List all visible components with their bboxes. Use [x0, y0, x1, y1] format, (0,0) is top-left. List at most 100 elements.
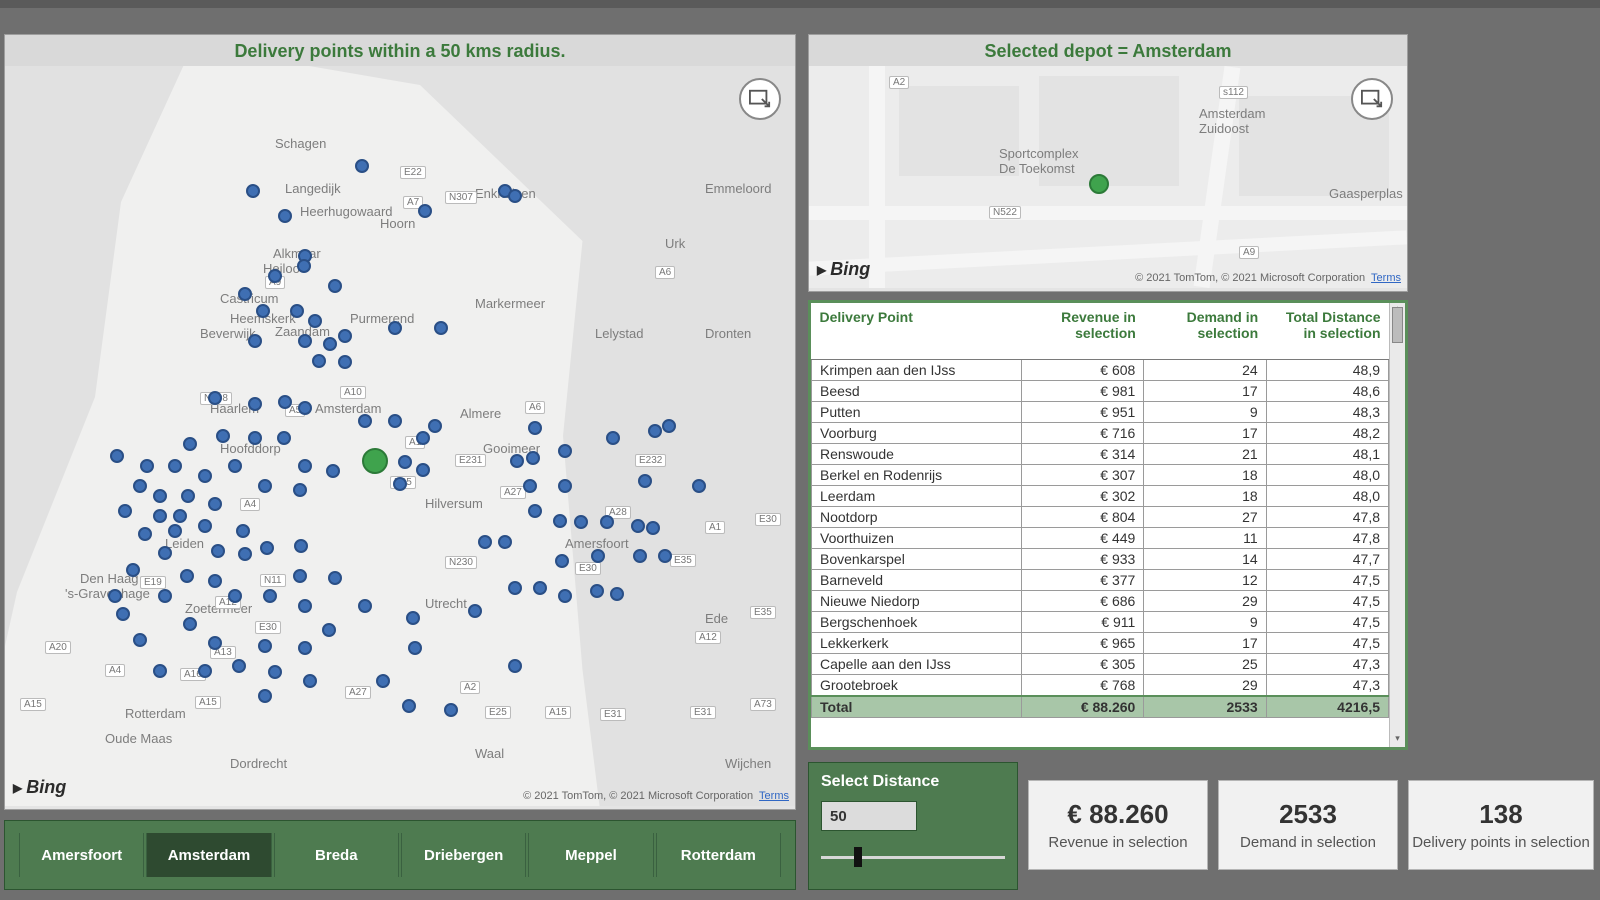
delivery-point-icon[interactable]	[140, 459, 154, 473]
delivery-point-icon[interactable]	[180, 569, 194, 583]
delivery-point-icon[interactable]	[402, 699, 416, 713]
delivery-point-icon[interactable]	[298, 459, 312, 473]
delivery-point-icon[interactable]	[263, 589, 277, 603]
delivery-point-icon[interactable]	[658, 549, 672, 563]
table-row[interactable]: Barneveld€ 3771247,5	[812, 570, 1389, 591]
delivery-point-icon[interactable]	[248, 334, 262, 348]
delivery-point-icon[interactable]	[328, 571, 342, 585]
delivery-point-icon[interactable]	[510, 454, 524, 468]
table-row[interactable]: Renswoude€ 3142148,1	[812, 444, 1389, 465]
table-row[interactable]: Berkel en Rodenrijs€ 3071848,0	[812, 465, 1389, 486]
delivery-point-icon[interactable]	[118, 504, 132, 518]
delivery-point-icon[interactable]	[298, 641, 312, 655]
delivery-point-icon[interactable]	[322, 623, 336, 637]
small-map[interactable]: Bing © 2021 TomTom, © 2021 Microsoft Cor…	[809, 66, 1407, 288]
delivery-point-icon[interactable]	[126, 563, 140, 577]
delivery-point-icon[interactable]	[358, 599, 372, 613]
delivery-point-icon[interactable]	[633, 549, 647, 563]
delivery-point-icon[interactable]	[558, 589, 572, 603]
table-row[interactable]: Nootdorp€ 8042747,8	[812, 507, 1389, 528]
delivery-point-icon[interactable]	[158, 589, 172, 603]
delivery-point-icon[interactable]	[523, 479, 537, 493]
delivery-point-icon[interactable]	[498, 535, 512, 549]
delivery-point-icon[interactable]	[648, 424, 662, 438]
delivery-point-icon[interactable]	[528, 421, 542, 435]
delivery-point-icon[interactable]	[508, 659, 522, 673]
delivery-point-icon[interactable]	[416, 431, 430, 445]
delivery-point-icon[interactable]	[198, 664, 212, 678]
delivery-point-icon[interactable]	[355, 159, 369, 173]
delivery-point-icon[interactable]	[591, 549, 605, 563]
delivery-point-icon[interactable]	[323, 337, 337, 351]
table-row[interactable]: Putten€ 951948,3	[812, 402, 1389, 423]
delivery-point-icon[interactable]	[236, 524, 250, 538]
table-header[interactable]: Total Distance in selection	[1266, 303, 1388, 360]
focus-mode-icon[interactable]	[739, 78, 781, 120]
delivery-point-icon[interactable]	[298, 401, 312, 415]
delivery-point-icon[interactable]	[528, 504, 542, 518]
delivery-point-icon[interactable]	[294, 539, 308, 553]
delivery-point-icon[interactable]	[338, 355, 352, 369]
delivery-point-icon[interactable]	[590, 584, 604, 598]
delivery-table[interactable]: Delivery PointRevenue in selectionDemand…	[811, 303, 1389, 718]
delivery-point-icon[interactable]	[574, 515, 588, 529]
delivery-point-icon[interactable]	[153, 489, 167, 503]
delivery-point-icon[interactable]	[256, 304, 270, 318]
delivery-point-icon[interactable]	[208, 636, 222, 650]
delivery-point-icon[interactable]	[308, 314, 322, 328]
depot-tab-amsterdam[interactable]: Amsterdam	[146, 833, 271, 877]
table-header[interactable]: Revenue in selection	[1022, 303, 1144, 360]
delivery-point-icon[interactable]	[326, 464, 340, 478]
delivery-point-icon[interactable]	[418, 204, 432, 218]
delivery-point-icon[interactable]	[268, 269, 282, 283]
delivery-point-icon[interactable]	[293, 483, 307, 497]
delivery-point-icon[interactable]	[228, 459, 242, 473]
delivery-point-icon[interactable]	[108, 589, 122, 603]
depot-tab-amersfoort[interactable]: Amersfoort	[19, 833, 144, 877]
delivery-point-icon[interactable]	[278, 209, 292, 223]
delivery-point-icon[interactable]	[238, 547, 252, 561]
delivery-point-icon[interactable]	[610, 587, 624, 601]
table-header[interactable]: Delivery Point	[812, 303, 1022, 360]
depot-tab-meppel[interactable]: Meppel	[528, 833, 653, 877]
delivery-point-icon[interactable]	[238, 287, 252, 301]
delivery-point-icon[interactable]	[408, 641, 422, 655]
delivery-point-icon[interactable]	[278, 395, 292, 409]
delivery-point-icon[interactable]	[198, 469, 212, 483]
delivery-point-icon[interactable]	[358, 414, 372, 428]
delivery-point-icon[interactable]	[208, 497, 222, 511]
delivery-point-icon[interactable]	[290, 304, 304, 318]
delivery-point-icon[interactable]	[248, 431, 262, 445]
table-scrollbar[interactable]: ▴ ▾	[1389, 303, 1405, 747]
delivery-point-icon[interactable]	[116, 607, 130, 621]
delivery-point-icon[interactable]	[303, 674, 317, 688]
delivery-point-icon[interactable]	[478, 535, 492, 549]
delivery-point-icon[interactable]	[692, 479, 706, 493]
delivery-point-icon[interactable]	[533, 581, 547, 595]
delivery-point-icon[interactable]	[526, 451, 540, 465]
delivery-point-icon[interactable]	[198, 519, 212, 533]
delivery-point-icon[interactable]	[393, 477, 407, 491]
delivery-point-icon[interactable]	[434, 321, 448, 335]
delivery-point-icon[interactable]	[183, 617, 197, 631]
delivery-point-icon[interactable]	[508, 581, 522, 595]
delivery-point-icon[interactable]	[553, 514, 567, 528]
delivery-point-icon[interactable]	[260, 541, 274, 555]
delivery-point-icon[interactable]	[631, 519, 645, 533]
depot-tab-rotterdam[interactable]: Rotterdam	[656, 833, 781, 877]
delivery-point-icon[interactable]	[232, 659, 246, 673]
delivery-point-icon[interactable]	[258, 689, 272, 703]
delivery-point-icon[interactable]	[246, 184, 260, 198]
delivery-point-icon[interactable]	[173, 509, 187, 523]
delivery-point-icon[interactable]	[168, 524, 182, 538]
delivery-point-icon[interactable]	[558, 479, 572, 493]
delivery-point-icon[interactable]	[228, 589, 242, 603]
delivery-point-icon[interactable]	[428, 419, 442, 433]
delivery-point-icon[interactable]	[153, 664, 167, 678]
table-row[interactable]: Leerdam€ 3021848,0	[812, 486, 1389, 507]
delivery-point-icon[interactable]	[558, 444, 572, 458]
delivery-point-icon[interactable]	[376, 674, 390, 688]
delivery-point-icon[interactable]	[338, 329, 352, 343]
delivery-point-icon[interactable]	[168, 459, 182, 473]
delivery-point-icon[interactable]	[158, 546, 172, 560]
